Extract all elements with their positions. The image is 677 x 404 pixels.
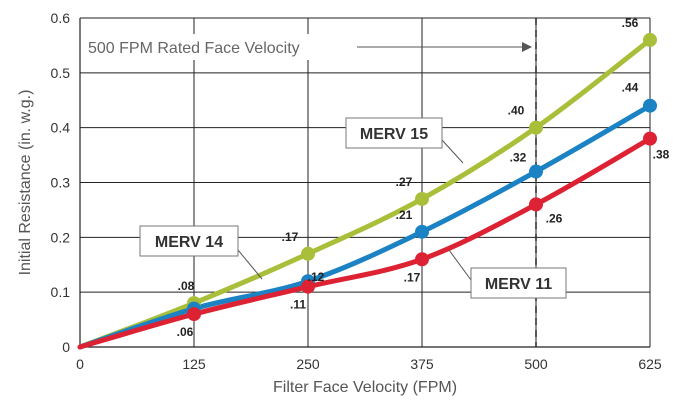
data-point (415, 191, 429, 206)
x-tick-label: 125 (182, 356, 206, 372)
data-label: .38 (653, 148, 670, 162)
annotation-background (84, 34, 352, 60)
data-point (529, 120, 543, 135)
annotation-text: 500 FPM Rated Face Velocity (88, 40, 300, 57)
y-axis-title: Initial Resistance (in. w.g.) (17, 90, 34, 276)
data-point (415, 224, 429, 239)
data-label: .11 (290, 298, 306, 312)
data-point (301, 279, 315, 294)
data-label: .26 (546, 211, 563, 225)
data-label: .27 (396, 175, 413, 189)
data-point (643, 131, 657, 146)
x-axis-title: Filter Face Velocity (FPM) (273, 379, 457, 396)
annotation-arrow-head (522, 42, 532, 52)
series-line-0 (77, 37, 653, 350)
data-point (301, 246, 315, 261)
callout-box (470, 267, 567, 299)
data-label: .17 (404, 270, 421, 284)
callout-leader-line (441, 139, 464, 164)
reference-line-group: 500 FPM Rated Face Velocity (84, 18, 537, 347)
y-tick-label: 0.5 (51, 65, 71, 81)
axes (79, 18, 650, 348)
series-name-label: MERV 11 (485, 276, 552, 293)
callout-box (345, 117, 443, 149)
data-label: .56 (622, 16, 639, 30)
y-tick-label: 0.3 (51, 175, 71, 191)
data-label: .32 (510, 151, 527, 165)
data-label: .44 (622, 81, 639, 95)
data-point (643, 32, 657, 47)
data-point (415, 252, 429, 267)
data-label: .06 (177, 325, 194, 339)
series-name-label: MERV 15 (360, 126, 428, 143)
series-points (187, 32, 657, 322)
callout-leader-line (448, 249, 472, 281)
x-tick-label: 0 (76, 356, 84, 372)
x-tick-label: 500 (524, 356, 548, 372)
data-point (187, 307, 201, 322)
callout-leader-line (237, 249, 263, 280)
y-tick-label: 0.4 (51, 120, 71, 136)
tick-labels: 0 125 250 375 500 625 0 0.1 0.2 0.3 0.4 0.5 0.6 (51, 10, 662, 372)
axis-titles: Filter Face Velocity (FPM) Initial Resist… (17, 90, 457, 396)
data-label: .08 (178, 279, 195, 293)
series-lines (77, 37, 653, 350)
data-label: .17 (282, 230, 299, 244)
x-tick-label: 250 (296, 356, 320, 372)
callout-box (139, 225, 239, 257)
x-tick-label: 625 (638, 356, 662, 372)
data-label: .21 (396, 208, 413, 222)
y-tick-label: 0.1 (51, 284, 71, 300)
data-point (643, 98, 657, 113)
data-point (529, 164, 543, 179)
data-label: .12 (308, 270, 325, 284)
y-tick-label: 0.2 (51, 229, 71, 245)
series-line-2 (77, 136, 653, 350)
series-line-1 (77, 103, 653, 350)
series-name-label: MERV 14 (155, 234, 223, 251)
data-labels: .08 .17 .27 .40 .56 .12 .21 .32 .44 .06 .11 .17 .26.… (177, 16, 670, 339)
x-tick-label: 375 (410, 356, 434, 372)
data-point (529, 197, 543, 212)
series-callouts: MERV 15 MERV 14 MERV 11 (139, 117, 567, 299)
y-tick-label: 0.6 (51, 10, 71, 26)
data-label: .40 (508, 104, 525, 118)
y-tick-label: 0 (62, 339, 70, 355)
